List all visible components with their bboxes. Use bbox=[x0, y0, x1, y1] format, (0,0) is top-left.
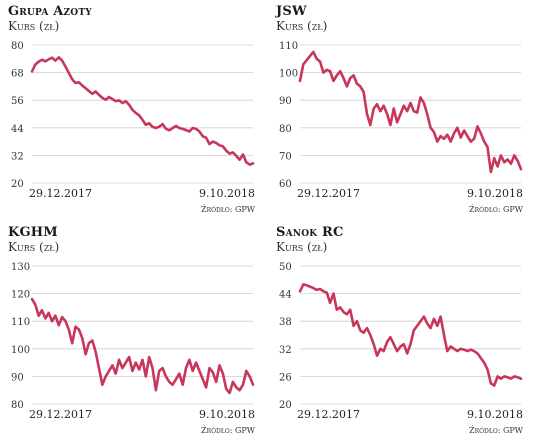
chart-title: JSW bbox=[276, 4, 307, 19]
source-label: Źródło: GPW bbox=[201, 426, 256, 435]
y-tick-label: 32 bbox=[11, 151, 24, 162]
y-tick-label: 80 bbox=[279, 124, 292, 135]
chart-subtitle: Kurs (zł) bbox=[276, 240, 328, 254]
y-tick-label: 56 bbox=[11, 96, 24, 107]
x-end-label: 9.10.2018 bbox=[199, 408, 255, 421]
y-tick-label: 90 bbox=[279, 96, 292, 107]
chart-panel-kghm: KGHM Kurs (zł) 80 90 100 110 120 130 29.12.201… bbox=[0, 221, 268, 442]
y-tick-label: 100 bbox=[279, 69, 298, 80]
y-tick-label: 90 bbox=[11, 372, 24, 383]
y-tick-label: 110 bbox=[279, 41, 298, 52]
chart-panel-jsw: JSW Kurs (zł) 60 70 80 90 100 110 29.12.2017 9.… bbox=[268, 0, 536, 221]
y-tick-label: 50 bbox=[279, 262, 292, 273]
y-tick-label: 20 bbox=[11, 179, 24, 190]
line-chart: 60 70 80 90 100 110 29.12.2017 9.10.2018 Źródło:… bbox=[279, 41, 524, 214]
y-tick-label: 70 bbox=[279, 151, 292, 162]
y-tick-label: 80 bbox=[11, 41, 24, 52]
y-tick-label: 68 bbox=[11, 69, 24, 80]
y-tick-label: 44 bbox=[11, 124, 24, 135]
y-tick-label: 110 bbox=[11, 317, 30, 328]
y-tick-label: 60 bbox=[279, 179, 292, 190]
y-tick-label: 100 bbox=[11, 345, 30, 356]
x-end-label: 9.10.2018 bbox=[467, 408, 523, 421]
chart-title: KGHM bbox=[8, 225, 58, 240]
y-tick-label: 26 bbox=[279, 372, 292, 383]
chart-title: Sanok RC bbox=[276, 225, 344, 240]
y-tick-label: 44 bbox=[279, 290, 292, 301]
source-label: Źródło: GPW bbox=[469, 426, 524, 435]
series-line bbox=[298, 283, 523, 387]
chart-subtitle: Kurs (zł) bbox=[276, 19, 328, 33]
chart-subtitle: Kurs (zł) bbox=[8, 19, 60, 33]
x-start-label: 29.12.2017 bbox=[297, 408, 360, 421]
chart-subtitle: Kurs (zł) bbox=[8, 240, 60, 254]
source-label: Źródło: GPW bbox=[201, 205, 256, 214]
y-tick-label: 120 bbox=[11, 290, 30, 301]
series-line bbox=[30, 56, 255, 166]
x-end-label: 9.10.2018 bbox=[467, 187, 523, 200]
chart-panel-grupa-azoty: Grupa Azoty Kurs (zł) 20 32 44 56 68 80 29.12.… bbox=[0, 0, 268, 221]
x-start-label: 29.12.2017 bbox=[29, 408, 92, 421]
y-tick-label: 20 bbox=[279, 400, 292, 411]
series-line bbox=[298, 50, 523, 174]
y-tick-label: 80 bbox=[11, 400, 24, 411]
line-chart: 20 26 32 38 44 50 29.12.2017 9.10.2018 Źródło: G… bbox=[279, 262, 524, 435]
series-line bbox=[30, 297, 255, 395]
line-chart: 20 32 44 56 68 80 29.12.2017 9.10.2018 Źródło: G… bbox=[11, 41, 256, 214]
y-tick-label: 130 bbox=[11, 262, 30, 273]
chart-title: Grupa Azoty bbox=[8, 4, 92, 19]
x-start-label: 29.12.2017 bbox=[297, 187, 360, 200]
source-label: Źródło: GPW bbox=[469, 205, 524, 214]
chart-panel-sanok-rc: Sanok RC Kurs (zł) 20 26 32 38 44 50 29.12.201… bbox=[268, 221, 536, 442]
x-end-label: 9.10.2018 bbox=[199, 187, 255, 200]
x-start-label: 29.12.2017 bbox=[29, 187, 92, 200]
y-tick-label: 32 bbox=[279, 345, 292, 356]
y-tick-label: 38 bbox=[279, 317, 292, 328]
line-chart: 80 90 100 110 120 130 29.12.2017 9.10.2018 Źródł… bbox=[11, 262, 256, 435]
